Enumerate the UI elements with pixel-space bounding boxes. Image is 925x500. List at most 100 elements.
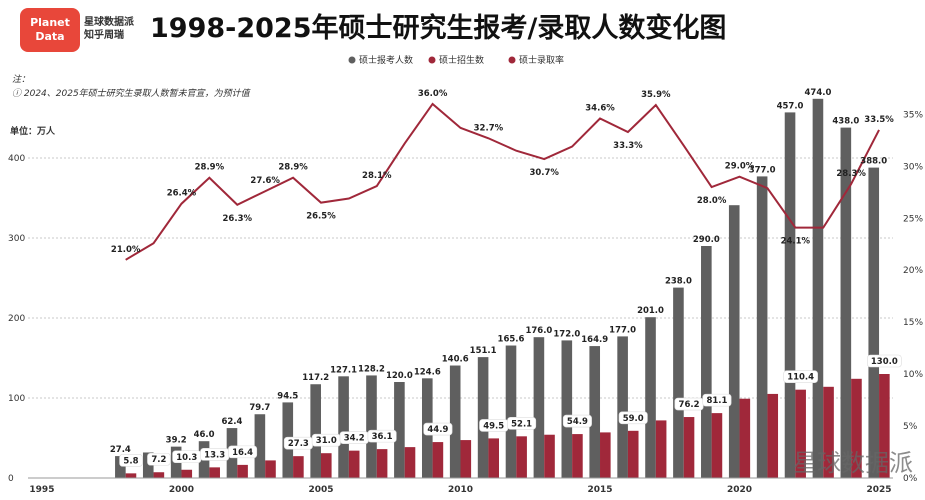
admitted-bar (711, 413, 723, 478)
applicants-data-label: 62.4 (221, 417, 242, 427)
admitted-bar (683, 417, 695, 478)
admitted-label-box (507, 417, 537, 430)
y-left-tick-label: 100 (8, 394, 25, 404)
applicants-bar (673, 287, 684, 478)
applicants-data-label: 151.1 (470, 346, 497, 356)
applicants-data-label: 457.0 (777, 101, 804, 111)
admitted-bar (460, 440, 472, 478)
x-tick-label: 2015 (587, 485, 612, 495)
applicants-data-label: 474.0 (804, 88, 831, 98)
applicants-data-label: 388.0 (860, 157, 887, 167)
admitted-label-box (147, 452, 171, 466)
applicants-bar (812, 98, 824, 479)
admitted-label-box (867, 354, 902, 368)
admitted-bar (237, 464, 248, 478)
bars-group (115, 98, 890, 479)
admitted-bar (851, 378, 862, 478)
rate-data-label: 33.3% (613, 141, 643, 151)
admitted-bar (209, 467, 220, 478)
applicants-data-label: 39.2 (166, 436, 187, 446)
applicants-bar (366, 375, 377, 478)
applicants-data-label: 201.0 (637, 306, 664, 316)
brand-text: 星球数据派 知乎周瑞 (84, 16, 134, 42)
applicants-bar (840, 127, 852, 478)
admitted-label-box (119, 454, 143, 467)
applicants-data-label: 238.0 (665, 277, 692, 287)
applicants-bar (394, 382, 405, 478)
chart-title: 1998-2025年硕士研究生报考/录取人数变化图 (150, 13, 727, 44)
applicants-bar (728, 205, 740, 478)
admitted-data-label: 54.9 (567, 417, 588, 427)
rate-data-label: 28.3% (836, 169, 866, 179)
applicants-data-label: 377.0 (749, 165, 776, 175)
legend-label: 硕士录取率 (519, 54, 564, 66)
applicants-bar (868, 167, 880, 478)
applicants-data-label: 79.7 (249, 403, 270, 413)
rate-data-label: 28.1% (362, 171, 392, 181)
applicants-bar (505, 345, 517, 478)
admitted-data-label: 49.5 (483, 421, 504, 431)
admitted-data-label: 34.2 (344, 434, 365, 444)
y-right-tick-label: 20% (903, 266, 923, 276)
admitted-label-box (423, 422, 453, 436)
x-tick-label: 2020 (727, 485, 752, 495)
watermark-text: 星球数据派 (793, 449, 913, 477)
admitted-bar (600, 432, 611, 478)
admitted-data-label: 7.2 (151, 455, 166, 465)
applicants-bar (310, 384, 321, 478)
admitted-bar (739, 398, 751, 478)
rate-data-label: 35.9% (641, 90, 671, 100)
unit-label: 单位：万人 (10, 125, 56, 137)
admitted-data-label: 59.0 (623, 414, 644, 424)
rate-data-label: 30.7% (529, 168, 559, 178)
admitted-bar (823, 386, 834, 478)
admitted-bar (767, 393, 779, 478)
admitted-label-box (702, 393, 732, 407)
admitted-bar (572, 434, 583, 478)
admitted-bar (348, 450, 360, 478)
y-right-tick-label: 10% (903, 370, 923, 380)
applicants-bar (115, 456, 126, 478)
admitted-bar (320, 453, 332, 478)
admitted-data-label: 27.3 (288, 439, 309, 449)
rate-line-group (125, 102, 880, 261)
rate-data-label: 36.0% (418, 89, 448, 99)
brand-line2: 知乎周瑞 (84, 30, 124, 41)
admitted-bar (376, 449, 388, 478)
applicants-bar (533, 337, 545, 478)
applicants-data-label: 117.2 (302, 373, 329, 383)
applicants-bar (701, 246, 712, 478)
admitted-label-box (618, 411, 648, 425)
applicants-data-label: 172.0 (553, 329, 580, 339)
logo-line2: Data (35, 30, 65, 43)
applicants-data-label: 27.4 (110, 445, 131, 455)
y-right-tick-label: 25% (903, 214, 923, 224)
applicants-data-label: 128.2 (358, 364, 385, 374)
admitted-bar (879, 374, 890, 478)
applicants-bar (142, 452, 154, 478)
admitted-label-box (562, 414, 592, 428)
applicants-data-label: 124.6 (414, 367, 441, 377)
x-tick-label: 1995 (29, 485, 54, 495)
legend-marker (508, 56, 516, 64)
admitted-bar (432, 442, 444, 478)
y-left-tick-label: 200 (8, 314, 25, 324)
applicants-data-label: 164.9 (581, 335, 608, 345)
rate-data-label: 28.9% (195, 163, 225, 173)
legend-marker (348, 56, 356, 64)
legend: 硕士报考人数 硕士招生数 硕士录取率 (348, 54, 564, 66)
applicants-data-label: 290.0 (693, 235, 720, 245)
applicants-bar (254, 414, 266, 478)
admitted-data-label: 13.3 (204, 450, 225, 460)
legend-marker (428, 56, 436, 64)
applicants-bar (784, 112, 796, 479)
admitted-bar (181, 469, 193, 478)
admitted-label-box (367, 429, 397, 443)
y-right-tick-label: 30% (903, 162, 923, 172)
admitted-bar (125, 473, 137, 478)
y-right-tick-label: 35% (903, 110, 923, 120)
admitted-bar (655, 420, 667, 478)
applicants-bar (561, 340, 573, 478)
applicants-data-label: 127.1 (330, 365, 357, 375)
